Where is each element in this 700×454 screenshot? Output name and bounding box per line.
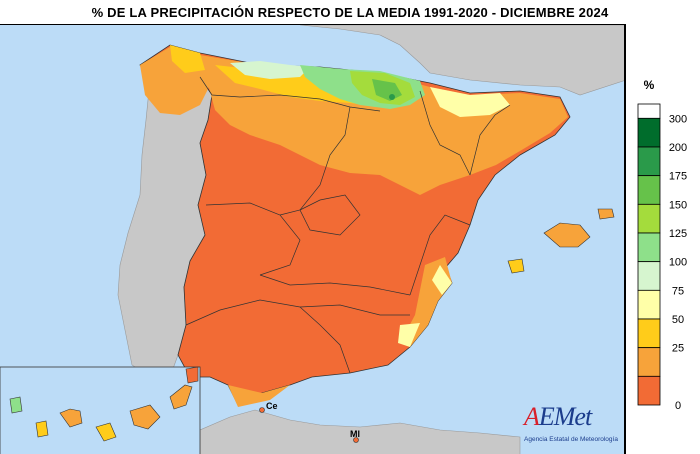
legend-swatch-50	[637, 318, 661, 349]
max-precip-spot	[389, 94, 395, 100]
legend-colorbar: 300 200 175 150 125 100 75 50 25 0	[637, 103, 687, 412]
legend-label-300: 300	[669, 113, 687, 125]
legend-unit: %	[643, 78, 655, 92]
legend-label-0: 0	[675, 400, 681, 412]
navarra-yellow	[430, 87, 510, 117]
france-land	[299, 25, 624, 96]
menorca-island	[597, 208, 615, 220]
legend-label-100: 100	[669, 257, 687, 269]
map-title-bar: % DE LA PRECIPITACIÓN RESPECTO DE LA MED…	[0, 0, 700, 24]
legend-label-50: 50	[672, 314, 684, 326]
ceuta-marker	[259, 407, 265, 413]
legend-swatch-175	[637, 175, 661, 205]
legend-label-200: 200	[669, 142, 687, 154]
legend-swatch-25	[637, 347, 661, 377]
legend-label-75: 75	[672, 285, 684, 297]
ibiza-island	[507, 258, 525, 274]
legend-swatch-300	[637, 117, 661, 148]
ceuta-label: Ce	[266, 401, 278, 411]
legend-swatch-top	[637, 103, 661, 119]
map-frame: Ce Ml	[0, 24, 626, 454]
africa-land	[199, 409, 521, 454]
mallorca-island	[543, 222, 591, 248]
canary-inset	[0, 366, 201, 454]
south-coast-region	[228, 385, 290, 407]
melilla-marker	[353, 437, 359, 443]
asturias-green	[230, 61, 310, 79]
aemet-logo-mark: AEMet	[524, 402, 592, 431]
legend-swatch-200	[637, 146, 661, 177]
legend-panel: % 300 200 175 150 125 100 75 50 25 0	[628, 24, 700, 454]
murcia-yellow	[398, 323, 420, 347]
legend-label-150: 150	[669, 199, 687, 211]
legend-label-175: 175	[669, 171, 687, 183]
valencia-yellow	[432, 265, 452, 295]
region-borders	[185, 76, 511, 374]
legend-swatch-100	[637, 261, 661, 291]
legend-swatch-0	[637, 375, 661, 406]
canary-islands	[9, 366, 199, 442]
legend-label-125: 125	[669, 228, 687, 240]
melilla-label: Ml	[350, 429, 360, 439]
aemet-logo: AEMet Agencia Estatal de Meteorología	[524, 404, 624, 452]
precipitation-map: Ce Ml	[0, 25, 624, 454]
galicia-yellow	[170, 45, 205, 73]
map-title: % DE LA PRECIPITACIÓN RESPECTO DE LA MED…	[91, 4, 609, 20]
legend-swatch-150	[637, 203, 661, 234]
aemet-logo-subtitle: Agencia Estatal de Meteorología	[524, 436, 618, 443]
legend-label-25: 25	[672, 343, 684, 355]
legend-swatch-125	[637, 232, 661, 263]
legend-swatch-75	[637, 289, 661, 320]
